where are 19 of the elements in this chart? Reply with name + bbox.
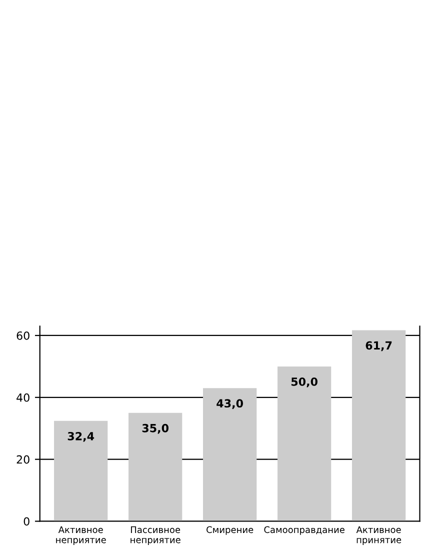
bar <box>352 330 406 522</box>
data-label: 50,0 <box>291 377 318 388</box>
bar <box>54 420 108 522</box>
x-tick-label: Активное неприятие <box>56 526 106 545</box>
y-tick-label: 40 <box>16 393 30 402</box>
data-label: 43,0 <box>216 399 243 409</box>
data-label: 32,4 <box>68 432 94 442</box>
x-tick-label: Самооправдание <box>264 526 344 535</box>
x-tick-label: Смирение <box>206 526 254 535</box>
x-tick-label: Активное принятие <box>356 526 402 545</box>
y-tick-label: 60 <box>16 331 30 340</box>
data-label: 35,0 <box>142 424 169 434</box>
x-tick-label: Пассивное неприятие <box>130 526 180 545</box>
bar <box>203 388 257 522</box>
bar <box>128 412 182 522</box>
bar <box>278 366 332 522</box>
y-tick-label: 20 <box>16 455 30 464</box>
y-tick-label: 0 <box>24 517 30 526</box>
data-label: 61,7 <box>366 341 392 352</box>
